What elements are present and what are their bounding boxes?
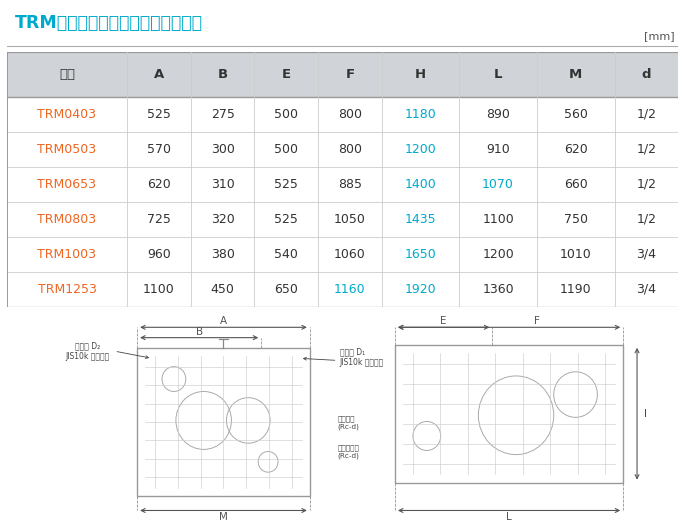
Text: 890: 890	[486, 108, 510, 121]
Text: 525: 525	[274, 213, 298, 226]
Bar	[7, 52, 678, 97]
Text: 750: 750	[564, 213, 588, 226]
Text: 冷却水入口
(Rc-d): 冷却水入口 (Rc-d)	[338, 444, 360, 458]
Text: 500: 500	[274, 108, 298, 121]
Text: M: M	[219, 512, 228, 522]
Text: 380: 380	[211, 248, 234, 260]
Text: 650: 650	[274, 282, 298, 296]
Text: 300: 300	[211, 143, 234, 156]
Text: 1650: 1650	[405, 248, 436, 260]
Text: 1060: 1060	[334, 248, 366, 260]
Text: 1180: 1180	[405, 108, 436, 121]
Text: 1920: 1920	[405, 282, 436, 296]
Text: 540: 540	[274, 248, 298, 260]
Text: 1435: 1435	[405, 213, 436, 226]
Text: A: A	[154, 68, 164, 81]
Text: 1010: 1010	[560, 248, 592, 260]
Text: F: F	[345, 68, 354, 81]
Text: 450: 450	[211, 282, 234, 296]
Text: 1360: 1360	[482, 282, 514, 296]
Text: 570: 570	[147, 143, 171, 156]
Text: TRM1253: TRM1253	[38, 282, 97, 296]
Text: 1/2: 1/2	[636, 213, 656, 226]
Text: 1/2: 1/2	[636, 108, 656, 121]
Text: 排気口 D₁
JIS10k フランジ: 排気口 D₁ JIS10k フランジ	[340, 347, 384, 367]
Text: H: H	[415, 68, 426, 81]
Text: 1050: 1050	[334, 213, 366, 226]
Text: 310: 310	[211, 178, 234, 191]
Text: 525: 525	[274, 178, 298, 191]
Text: TRM0503: TRM0503	[38, 143, 97, 156]
Text: 1190: 1190	[560, 282, 592, 296]
Text: 3/4: 3/4	[636, 248, 656, 260]
Text: 320: 320	[211, 213, 234, 226]
Text: F: F	[534, 316, 540, 326]
Text: 1400: 1400	[405, 178, 436, 191]
Text: 1/2: 1/2	[636, 143, 656, 156]
Text: 620: 620	[147, 178, 171, 191]
Bar	[395, 345, 623, 483]
Text: 1200: 1200	[405, 143, 436, 156]
Text: TRM0803: TRM0803	[38, 213, 97, 226]
Text: A: A	[220, 316, 227, 326]
Text: 1100: 1100	[482, 213, 514, 226]
Text: TRMシリーズ《ドライ真空ポンプ》: TRMシリーズ《ドライ真空ポンプ》	[15, 14, 203, 32]
Text: 620: 620	[564, 143, 588, 156]
Text: 3/4: 3/4	[636, 282, 656, 296]
Text: 725: 725	[147, 213, 171, 226]
Text: 960: 960	[147, 248, 171, 260]
Text: 1200: 1200	[482, 248, 514, 260]
Text: 660: 660	[564, 178, 588, 191]
Text: L: L	[494, 68, 502, 81]
Text: E: E	[440, 316, 447, 326]
Text: 形式: 形式	[59, 68, 75, 81]
Text: E: E	[282, 68, 291, 81]
Text: 525: 525	[147, 108, 171, 121]
Text: 1160: 1160	[334, 282, 366, 296]
Text: 1/2: 1/2	[636, 178, 656, 191]
Text: 560: 560	[564, 108, 588, 121]
Text: TRM0653: TRM0653	[38, 178, 97, 191]
Text: L: L	[506, 512, 512, 522]
Text: 冷却水口
(Rc-d): 冷却水口 (Rc-d)	[338, 416, 360, 430]
Text: TRM0403: TRM0403	[38, 108, 97, 121]
Text: M: M	[569, 68, 582, 81]
Text: B: B	[196, 328, 203, 337]
Text: 1070: 1070	[482, 178, 514, 191]
Text: [mm]: [mm]	[644, 31, 675, 41]
Bar	[137, 348, 310, 496]
Text: 275: 275	[211, 108, 234, 121]
Text: 800: 800	[338, 108, 362, 121]
Text: 500: 500	[274, 143, 298, 156]
Text: d: d	[642, 68, 651, 81]
Text: 800: 800	[338, 143, 362, 156]
Text: 885: 885	[338, 178, 362, 191]
Text: 910: 910	[486, 143, 510, 156]
Text: I: I	[644, 409, 647, 419]
Text: 排気口 D₂
JIS10k フランジ: 排気口 D₂ JIS10k フランジ	[66, 342, 110, 361]
Text: TRM1003: TRM1003	[38, 248, 97, 260]
Text: B: B	[218, 68, 227, 81]
Text: 1100: 1100	[143, 282, 175, 296]
